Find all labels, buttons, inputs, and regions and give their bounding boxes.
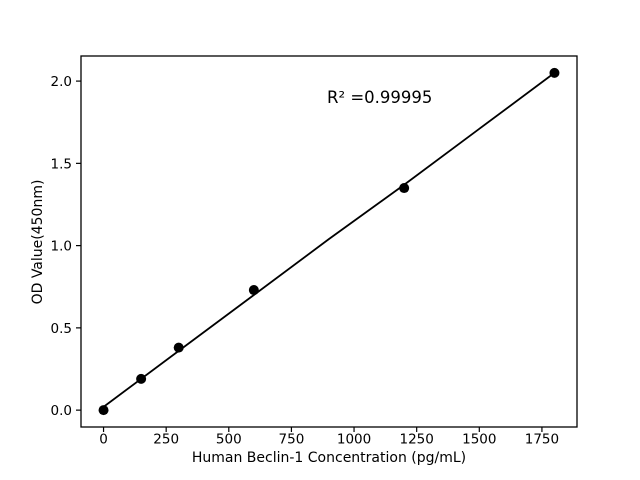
- x-axis-label: Human Beclin-1 Concentration (pg/mL): [191, 450, 467, 466]
- data-point: [98, 405, 109, 416]
- r-squared-annotation: R² =0.99995: [327, 88, 433, 107]
- data-point: [173, 342, 184, 353]
- x-tick-label: 1000: [337, 432, 371, 448]
- x-tick-label: 500: [216, 432, 242, 448]
- y-tick-label: 1.0: [51, 239, 72, 255]
- y-axis-label: OD Value(450nm): [30, 179, 46, 305]
- y-tick-label: 0.5: [51, 321, 72, 337]
- data-point: [136, 373, 147, 384]
- data-point: [549, 67, 560, 78]
- x-tick-label: 750: [279, 432, 305, 448]
- data-point: [248, 285, 259, 296]
- x-tick-label: 0: [99, 432, 108, 448]
- y-tick-label: 0.0: [51, 403, 72, 419]
- y-tick-label: 2.0: [51, 74, 72, 90]
- x-tick-label: 250: [153, 432, 179, 448]
- x-tick-label: 1250: [399, 432, 433, 448]
- data-point: [399, 183, 410, 194]
- x-tick-label: 1500: [462, 432, 496, 448]
- axes-frame: [80, 55, 578, 428]
- fit-line: [102, 71, 556, 408]
- y-tick-label: 1.5: [51, 156, 72, 172]
- x-tick-label: 1750: [525, 432, 559, 448]
